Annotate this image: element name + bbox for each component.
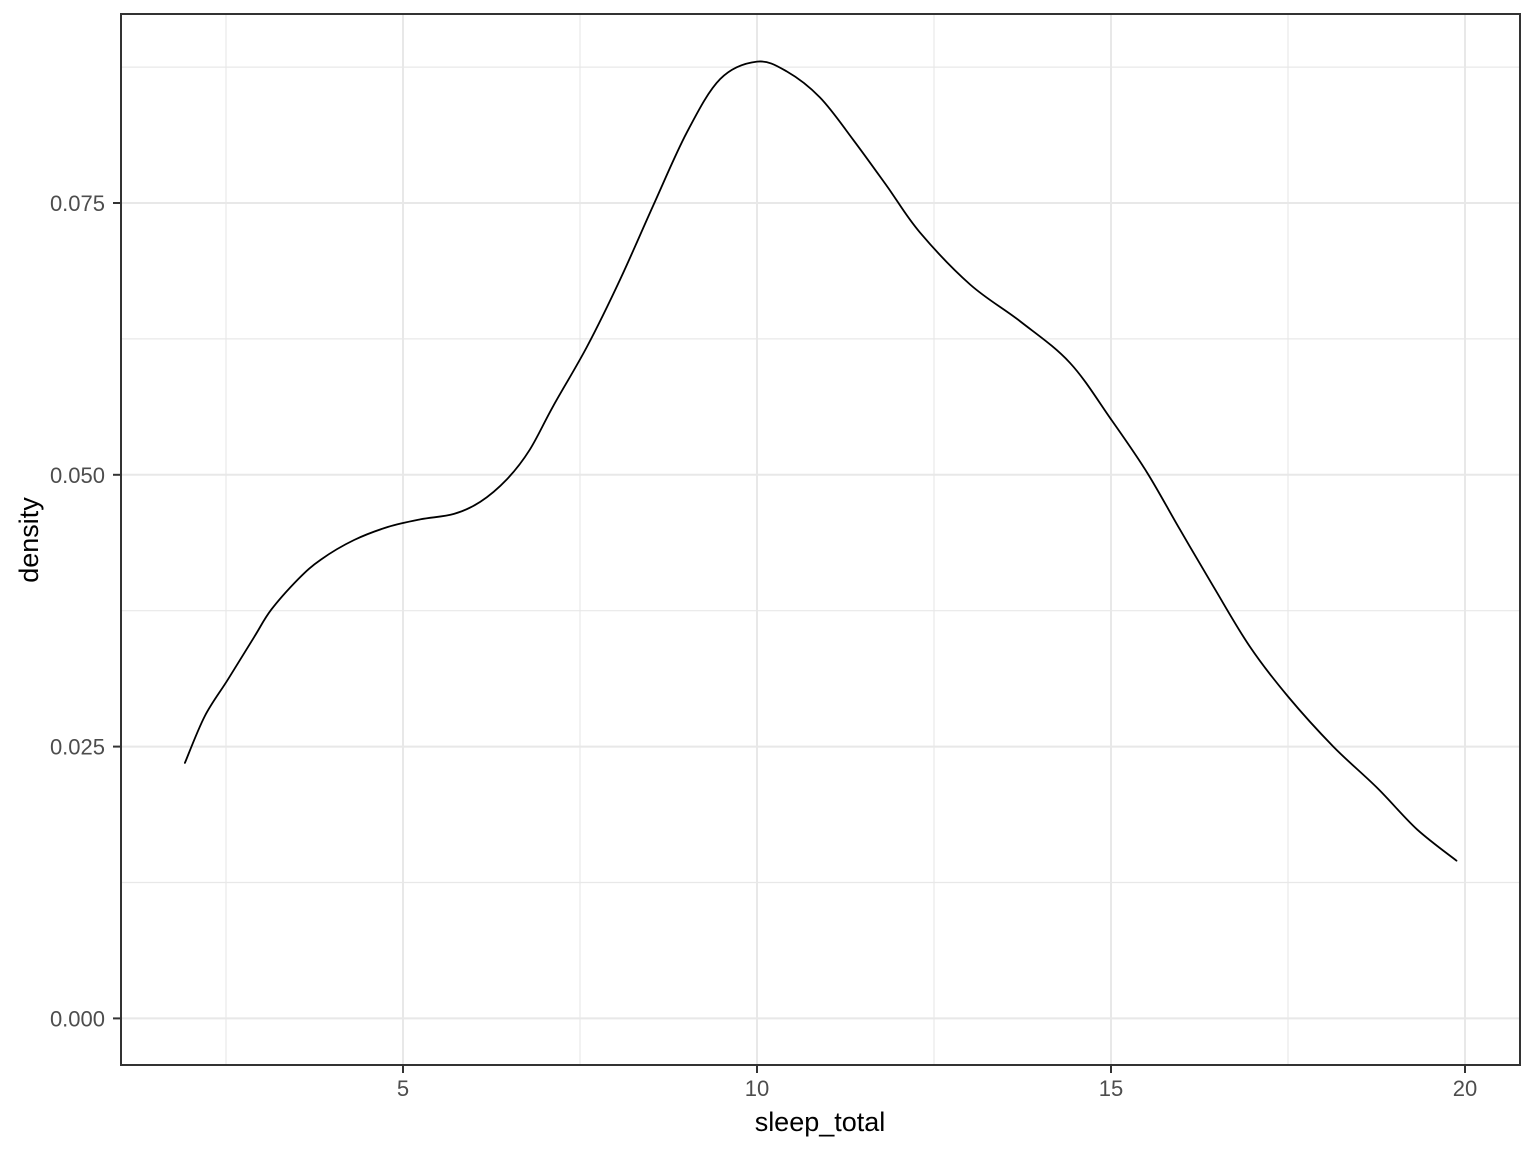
x-axis-tick-labels: 5 10 15 20 [397,1076,1477,1101]
x-tick-label: 20 [1453,1076,1477,1101]
major-gridlines [121,14,1520,1065]
panel-border [120,13,1521,1066]
x-axis-title: sleep_total [755,1107,886,1137]
y-tick-label: 0.025 [50,735,105,760]
density-curve [184,60,1458,862]
axis-ticks [113,202,1466,1073]
minor-gridlines [121,14,1520,1065]
y-axis-title: density [14,497,44,583]
y-tick-label: 0.050 [50,463,105,488]
x-tick-label: 15 [1099,1076,1123,1101]
y-tick-label: 0.075 [50,191,105,216]
x-tick-label: 5 [397,1076,409,1101]
y-tick-label: 0.000 [50,1006,105,1031]
x-tick-label: 10 [745,1076,769,1101]
y-axis-tick-labels: 0.000 0.025 0.050 0.075 [50,191,105,1031]
